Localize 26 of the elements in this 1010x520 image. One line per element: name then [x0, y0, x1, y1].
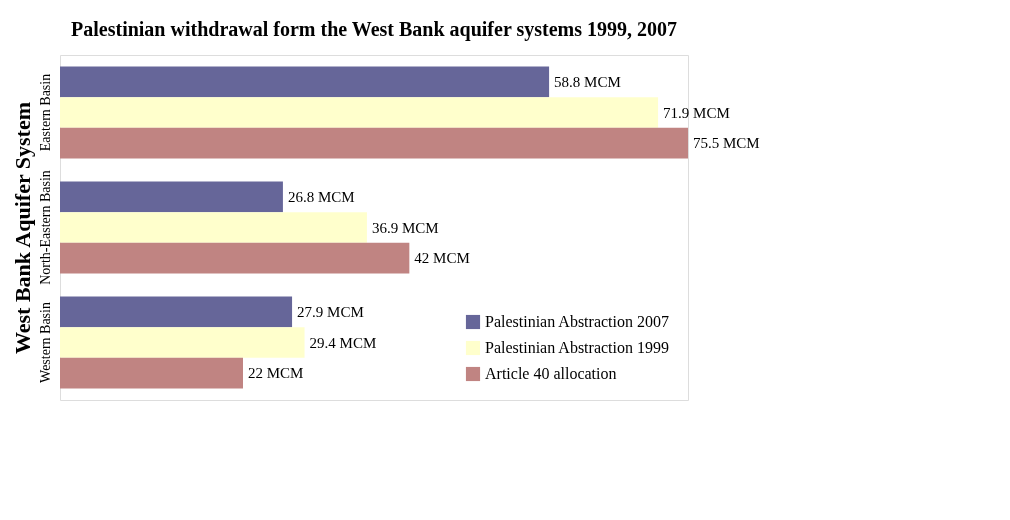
- y-tick-label: Eastern Basin: [37, 73, 53, 152]
- data-label: 27.9 MCM: [297, 303, 364, 320]
- bar: [60, 242, 410, 274]
- bar: [60, 181, 283, 213]
- legend-label: Palestinian Abstraction 2007: [485, 313, 669, 330]
- data-label: 22 MCM: [247, 365, 304, 382]
- legend-label: Article 40 allocation: [485, 365, 617, 382]
- data-label: 36.9 MCM: [371, 219, 439, 236]
- data-label: 58.8 MCM: [554, 73, 621, 90]
- bar: [60, 357, 243, 389]
- bar: [60, 127, 688, 159]
- chart-title: Palestinian withdrawal form the West Bank aquifer systems 1999, 2007: [71, 18, 677, 41]
- y-tick-label: North-Eastern Basin: [37, 170, 53, 285]
- legend-label: Palestinian Abstraction 1999: [485, 339, 669, 356]
- data-label: 42 MCM: [414, 250, 470, 267]
- data-label: 71.9 MCM: [663, 104, 730, 121]
- y-axis-title: West Bank Aquifer System: [9, 101, 35, 355]
- data-label: 29.4 MCM: [309, 334, 377, 351]
- y-tick-label: Western Basin: [37, 302, 53, 383]
- bar: [60, 296, 293, 328]
- bar: [60, 212, 367, 243]
- data-label: 75.5 MCM: [693, 135, 760, 152]
- bar: [60, 97, 659, 128]
- bar: [60, 66, 550, 98]
- data-label: 26.8 MCM: [287, 188, 355, 205]
- bar: [60, 327, 305, 358]
